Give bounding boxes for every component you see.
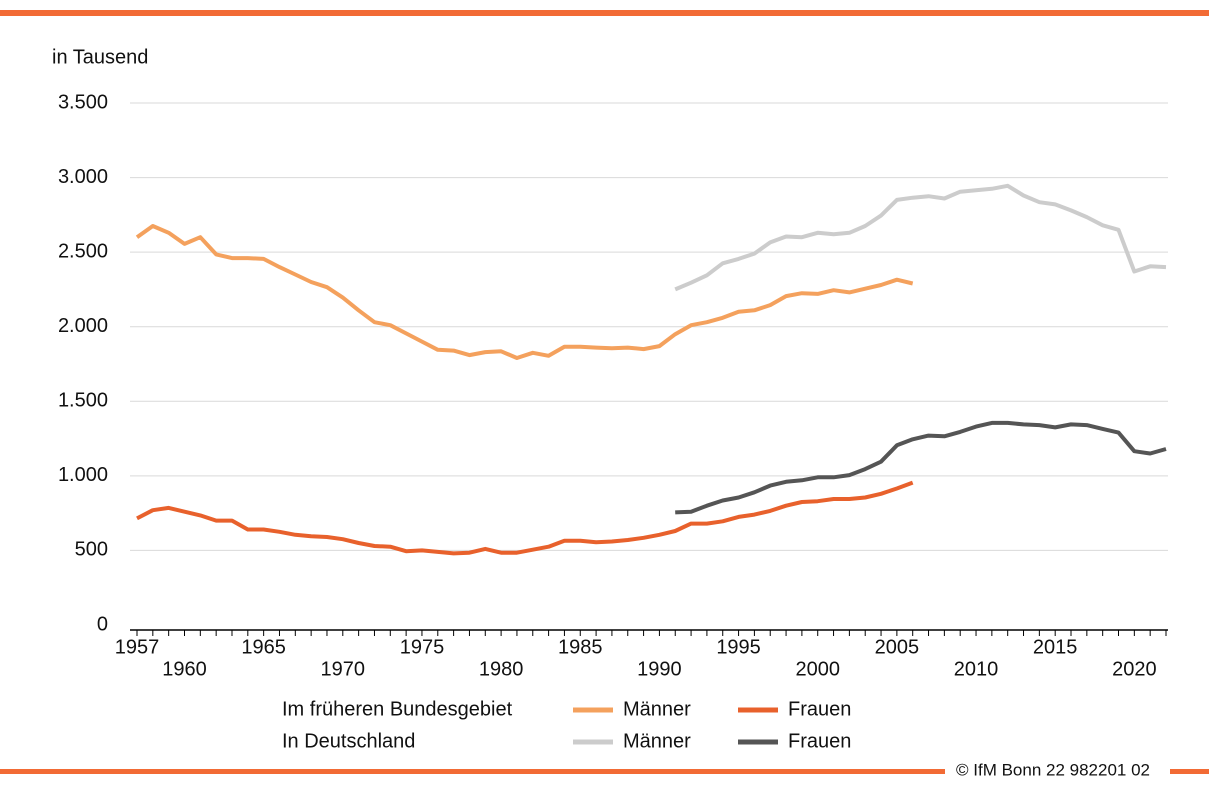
y-tick-label: 2.000 [58, 315, 108, 337]
x-tick-label: 1995 [716, 636, 761, 658]
y-tick-label: 1.000 [58, 464, 108, 486]
x-tick-label: 1960 [162, 658, 207, 680]
x-tick-label: 1970 [321, 658, 366, 680]
x-tick-label: 2020 [1112, 658, 1157, 680]
legend-label: Männer [623, 698, 691, 720]
x-tick-label: 2000 [795, 658, 840, 680]
y-tick-label: 0 [97, 613, 108, 635]
line-series [674, 183, 1167, 292]
line-series [135, 224, 914, 360]
x-tick-label: 1990 [637, 658, 682, 680]
x-tick-label: 2015 [1033, 636, 1078, 658]
y-tick-label: 500 [75, 539, 108, 561]
x-tick-label: 1965 [241, 636, 286, 658]
y-tick-label: 1.500 [58, 390, 108, 412]
x-tick-label: 2005 [875, 636, 920, 658]
bottom-bar [0, 769, 1209, 774]
footer-bg [945, 760, 1170, 782]
line-series [675, 420, 1167, 515]
legend-group: In Deutschland [282, 730, 415, 752]
legend-label: Frauen [788, 698, 851, 720]
legend-label: Männer [623, 730, 691, 752]
footer: © IfM Bonn 22 982201 02 [956, 760, 1150, 779]
x-tick-label: 1975 [400, 636, 445, 658]
y-tick-label: 2.500 [58, 240, 108, 262]
top-bar [0, 10, 1209, 16]
x-tick-label: 1985 [558, 636, 603, 658]
y-tick-label: 3.500 [58, 91, 108, 113]
x-tick-label: 1980 [479, 658, 524, 680]
x-tick-label: 1957 [115, 636, 160, 658]
y-axis-label: in Tausend [52, 46, 148, 68]
x-tick-label: 2010 [954, 658, 999, 680]
legend-label: Frauen [788, 730, 851, 752]
line-series [136, 480, 914, 556]
y-tick-label: 3.000 [58, 166, 108, 188]
legend-group: Im früheren Bundesgebiet [282, 698, 513, 720]
